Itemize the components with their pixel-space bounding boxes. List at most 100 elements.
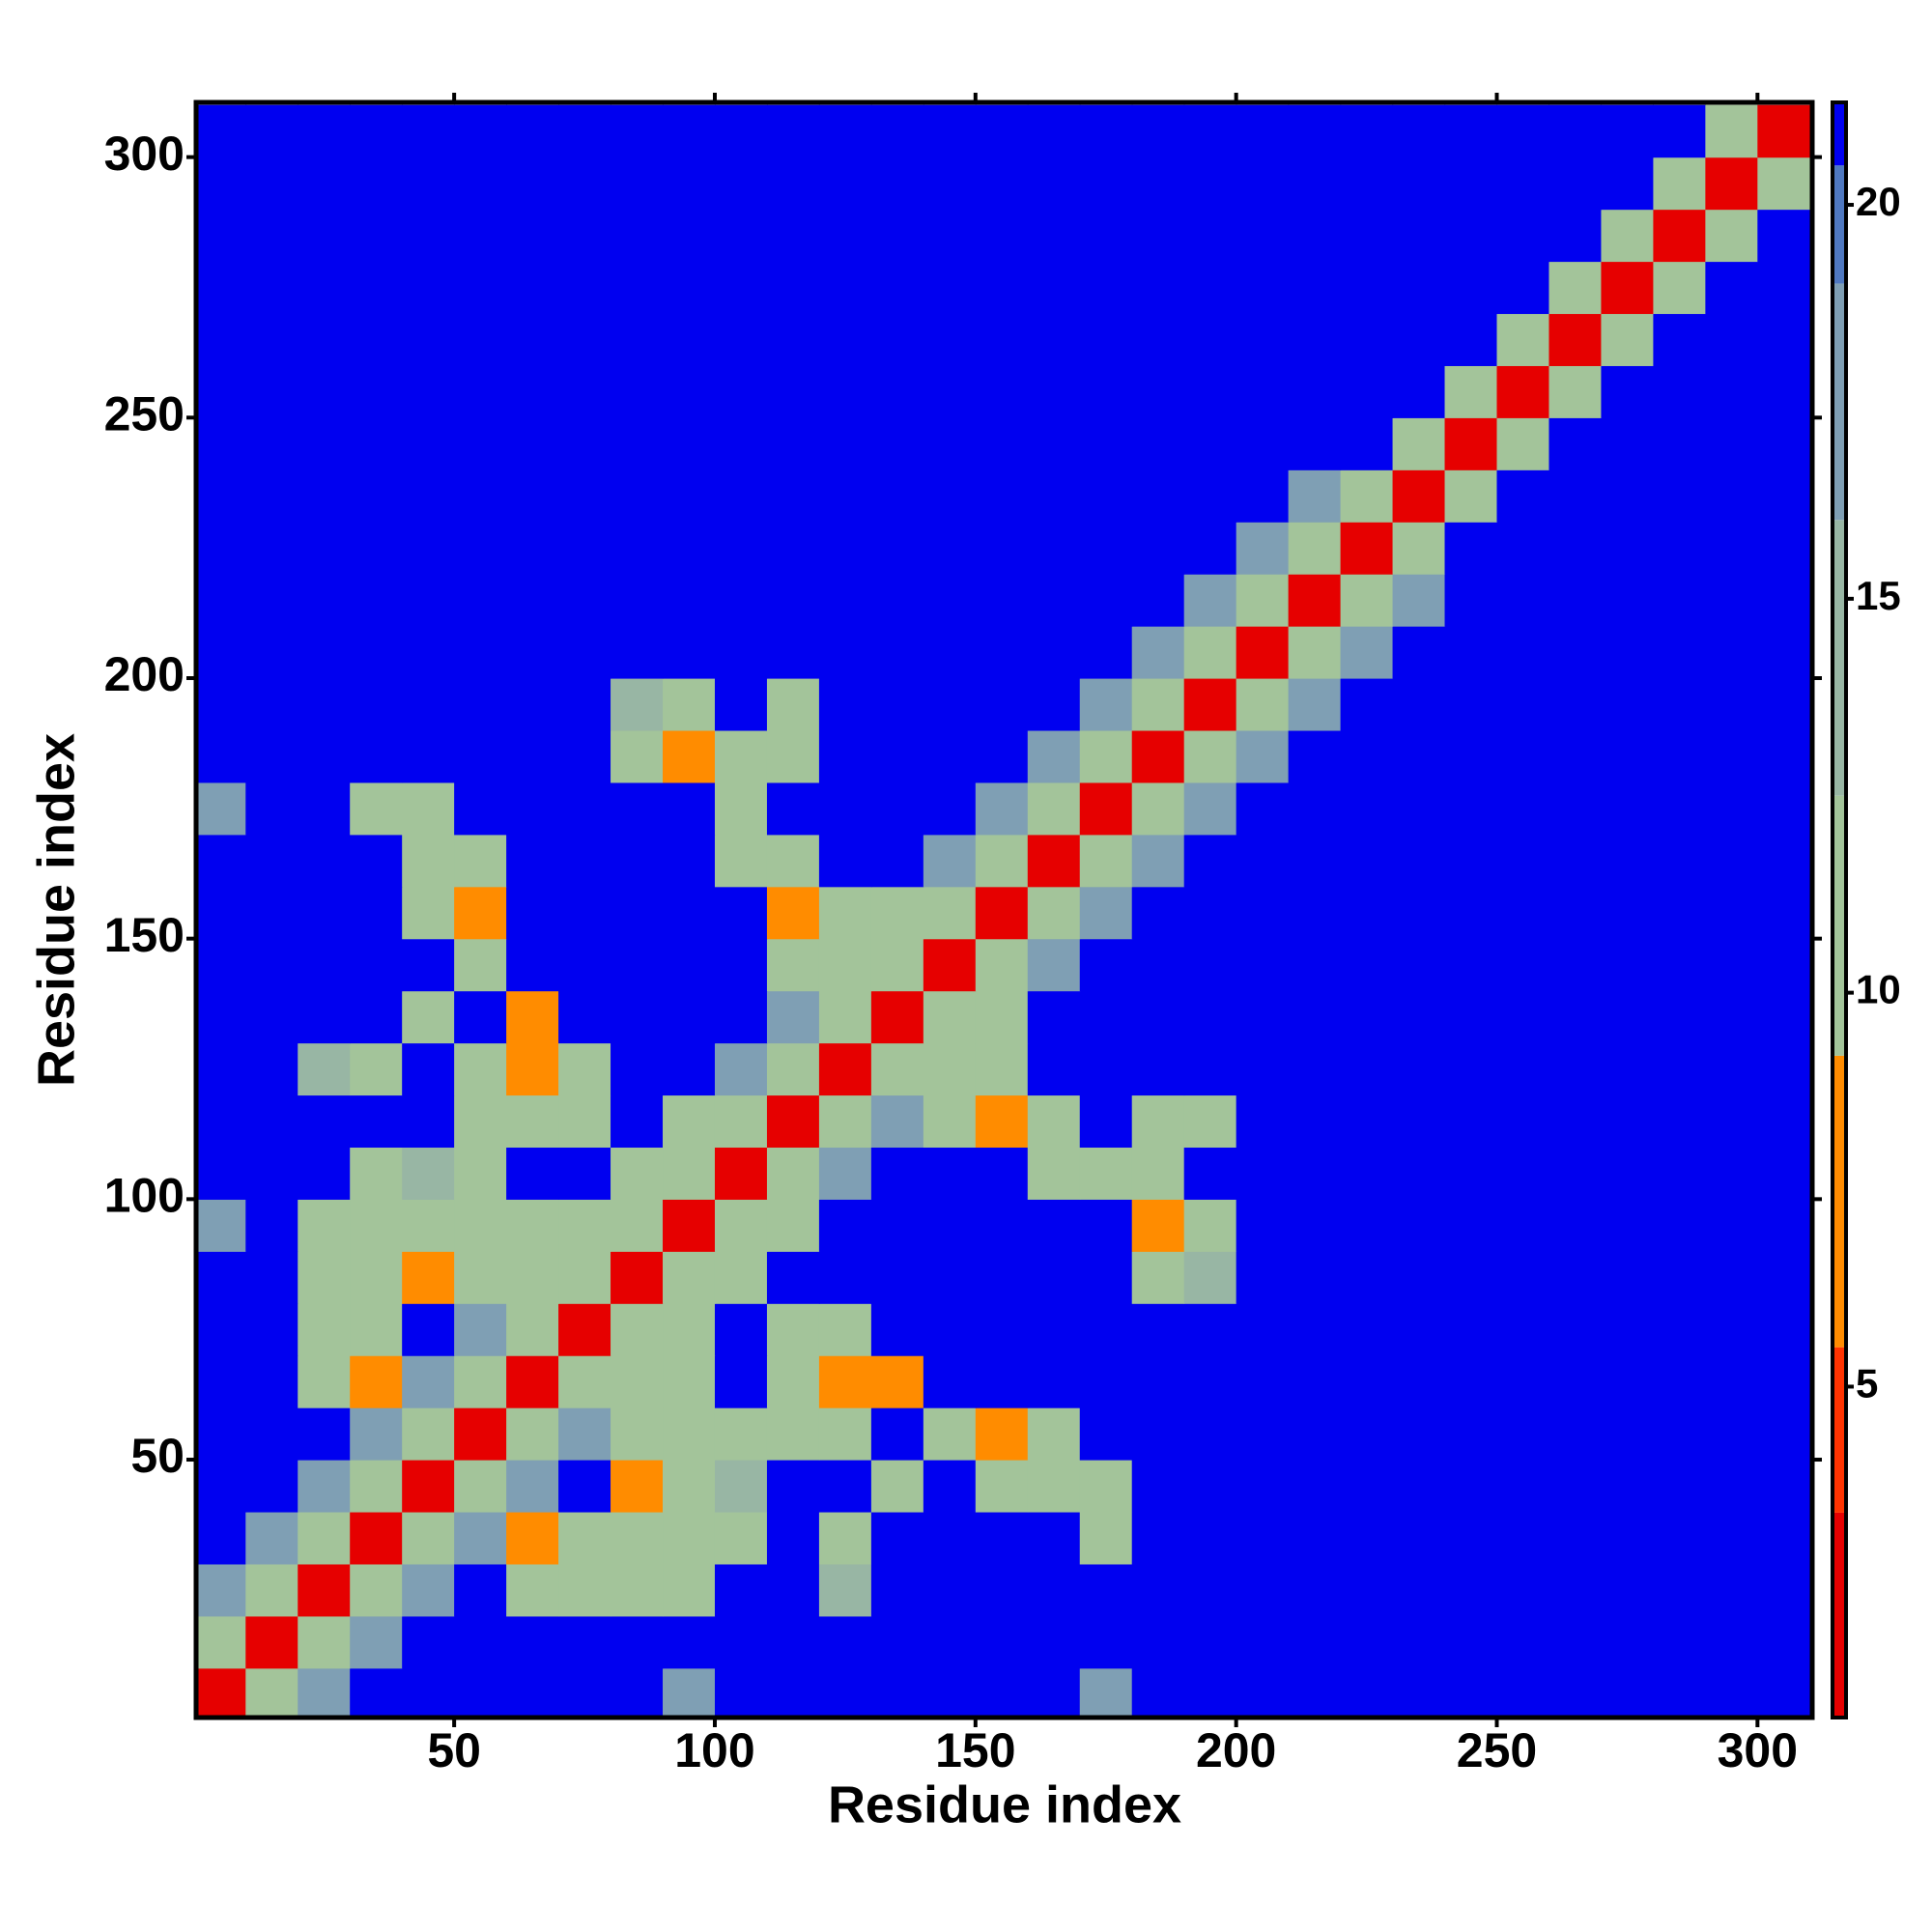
colorbar-segment xyxy=(1833,795,1846,1056)
heatmap-cell xyxy=(1548,886,1603,940)
heatmap-cell xyxy=(1548,1615,1603,1669)
heatmap-cell xyxy=(298,1147,351,1200)
heatmap-cell xyxy=(1444,1094,1498,1149)
heatmap-cell xyxy=(402,1407,455,1461)
heatmap-cell xyxy=(714,469,768,523)
heatmap-cell xyxy=(196,156,246,211)
heatmap-cell xyxy=(1183,1563,1237,1617)
heatmap-cell xyxy=(1496,1563,1550,1617)
heatmap-cell xyxy=(506,1251,559,1304)
heatmap-cell xyxy=(1496,834,1550,888)
heatmap-cell xyxy=(1236,938,1290,992)
heatmap-cell xyxy=(1444,1615,1498,1669)
heatmap-cell xyxy=(766,104,820,158)
heatmap-cell xyxy=(1183,261,1237,315)
heatmap-cell xyxy=(558,313,611,366)
heatmap-cell xyxy=(298,365,351,418)
heatmap-cell xyxy=(923,1094,977,1149)
heatmap-cell xyxy=(923,990,977,1044)
heatmap-cell xyxy=(1288,938,1342,992)
heatmap-cell xyxy=(1183,1460,1237,1513)
heatmap-cell xyxy=(454,834,507,888)
heatmap-cell xyxy=(663,1407,716,1461)
heatmap-cell xyxy=(1183,1251,1237,1304)
heatmap-cell xyxy=(1340,1303,1394,1356)
heatmap-cell xyxy=(1757,1355,1810,1408)
heatmap-cell xyxy=(611,1563,664,1617)
heatmap-cell xyxy=(663,522,716,575)
heatmap-cell xyxy=(1653,834,1706,888)
heatmap-cell xyxy=(923,469,977,523)
heatmap-cell xyxy=(766,1251,820,1304)
heatmap-cell xyxy=(1288,209,1342,263)
heatmap-cell xyxy=(1653,1303,1706,1356)
heatmap-cell xyxy=(1496,104,1550,158)
heatmap-cell xyxy=(1183,1355,1237,1408)
heatmap-cell xyxy=(1131,1667,1185,1718)
heatmap-cell xyxy=(1236,1407,1290,1461)
heatmap-cell xyxy=(298,1094,351,1149)
heatmap-cell xyxy=(454,417,507,470)
heatmap-cell xyxy=(350,781,403,836)
heatmap-cell xyxy=(1340,1199,1394,1252)
heatmap-cell xyxy=(1601,1615,1654,1669)
heatmap-cell xyxy=(1340,1563,1394,1617)
heatmap-cell xyxy=(1079,365,1133,418)
heatmap-cell xyxy=(611,1199,664,1252)
heatmap-cell xyxy=(1444,313,1498,366)
heatmap-cell xyxy=(818,677,872,731)
heatmap-cell xyxy=(818,1460,872,1513)
heatmap-cell xyxy=(1601,1251,1654,1304)
heatmap-cell xyxy=(975,417,1029,470)
heatmap-cell xyxy=(1653,209,1706,263)
heatmap-cell xyxy=(298,729,351,783)
heatmap-cell xyxy=(1653,1094,1706,1149)
heatmap-cell xyxy=(298,574,351,627)
heatmap-cell xyxy=(402,729,455,783)
heatmap-cell xyxy=(766,1355,820,1408)
heatmap-cell xyxy=(1757,626,1810,679)
heatmap-cell xyxy=(1027,1460,1081,1513)
heatmap-cell xyxy=(923,313,977,366)
heatmap-cell xyxy=(402,626,455,679)
heatmap-cell xyxy=(923,104,977,158)
heatmap-cell xyxy=(402,1094,455,1149)
heatmap-cell xyxy=(1027,417,1081,470)
heatmap-cell xyxy=(402,1615,455,1669)
heatmap-cell xyxy=(975,156,1029,211)
heatmap-cell xyxy=(1079,1147,1133,1200)
heatmap-cell xyxy=(870,417,924,470)
heatmap-cell xyxy=(1079,1303,1133,1356)
heatmap-cell xyxy=(663,209,716,263)
heatmap-cell xyxy=(714,313,768,366)
heatmap-cell xyxy=(1757,522,1810,575)
heatmap-cell xyxy=(714,417,768,470)
heatmap-cell xyxy=(870,834,924,888)
heatmap-cell xyxy=(1183,1667,1237,1718)
heatmap-cell xyxy=(663,469,716,523)
heatmap-cell xyxy=(558,365,611,418)
heatmap-cell xyxy=(870,1615,924,1669)
heatmap-cell xyxy=(1183,1407,1237,1461)
heatmap-cell xyxy=(1705,1460,1758,1513)
heatmap-cell xyxy=(1131,1615,1185,1669)
heatmap-cell xyxy=(245,261,298,315)
heatmap-cell xyxy=(1757,1303,1810,1356)
heatmap-cell xyxy=(454,1460,507,1513)
heatmap-cell xyxy=(1236,417,1290,470)
heatmap-cell xyxy=(1131,1563,1185,1617)
heatmap-cell xyxy=(1288,417,1342,470)
heatmap-cell xyxy=(1653,886,1706,940)
heatmap-cell xyxy=(663,781,716,836)
heatmap-cell xyxy=(1548,938,1603,992)
heatmap-cell xyxy=(245,781,298,836)
heatmap-cell xyxy=(506,1667,559,1718)
heatmap-cell xyxy=(454,781,507,836)
heatmap-cell xyxy=(558,990,611,1044)
heatmap-cell xyxy=(1705,1147,1758,1200)
heatmap-cell xyxy=(1340,1667,1394,1718)
heatmap-cell xyxy=(298,1563,351,1617)
heatmap-cell xyxy=(298,1303,351,1356)
heatmap-cell xyxy=(350,677,403,731)
heatmap-cell xyxy=(714,574,768,627)
